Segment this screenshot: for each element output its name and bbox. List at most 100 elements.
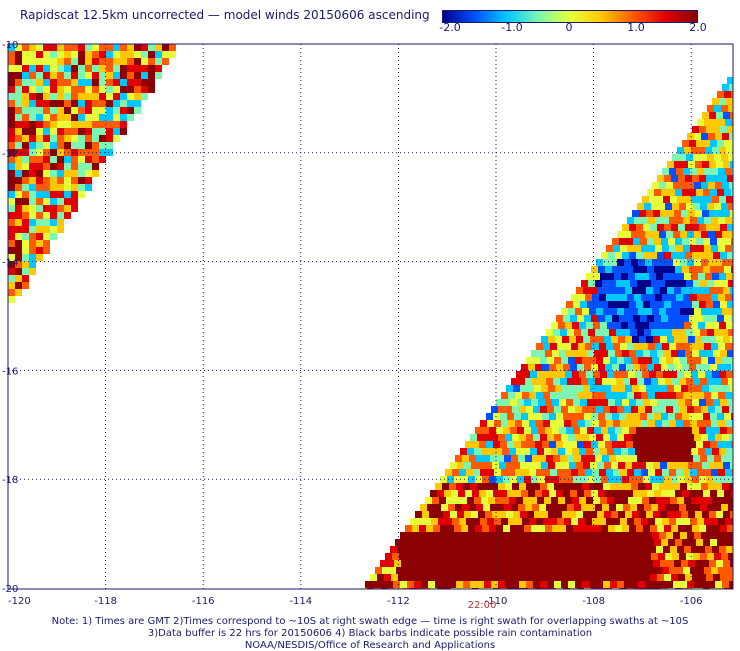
wind-diff-cell	[50, 93, 57, 100]
wind-diff-cell	[469, 553, 476, 560]
wind-diff-cell	[478, 462, 485, 469]
wind-diff-cell	[591, 413, 598, 420]
wind-diff-cell	[641, 567, 648, 574]
wind-diff-cell	[509, 546, 516, 553]
wind-diff-cell	[710, 189, 717, 196]
wind-diff-cell	[661, 441, 668, 448]
wind-diff-cell	[127, 51, 134, 58]
wind-diff-cell	[29, 58, 36, 65]
wind-diff-cell	[566, 476, 573, 483]
wind-diff-cell	[581, 378, 588, 385]
wind-diff-cell	[514, 441, 521, 448]
wind-diff-cell	[71, 128, 78, 135]
wind-diff-cell	[496, 476, 503, 483]
wind-diff-cell	[15, 240, 22, 247]
wind-diff-cell	[605, 364, 612, 371]
wind-diff-cell	[675, 441, 682, 448]
wind-diff-cell	[106, 86, 113, 93]
wind-diff-cell	[592, 420, 599, 427]
wind-diff-cell	[700, 329, 707, 336]
wind-diff-cell	[679, 455, 686, 462]
wind-diff-cell	[57, 177, 64, 184]
wind-diff-cell	[106, 58, 113, 65]
wind-diff-cell	[598, 413, 605, 420]
wind-diff-cell	[460, 546, 467, 553]
wind-diff-cell	[415, 560, 422, 567]
wind-diff-cell	[560, 504, 567, 511]
wind-diff-cell	[624, 434, 631, 441]
wind-diff-cell	[71, 107, 78, 114]
wind-diff-cell	[120, 121, 127, 128]
wind-diff-cell	[570, 441, 577, 448]
wind-diff-cell	[724, 315, 731, 322]
wind-diff-cell	[71, 142, 78, 149]
wind-diff-cell	[572, 371, 579, 378]
wind-diff-cell	[418, 546, 425, 553]
wind-diff-cell	[500, 539, 507, 546]
wind-diff-cell	[454, 525, 461, 532]
wind-diff-cell	[557, 469, 564, 476]
wind-diff-cell	[620, 245, 627, 252]
wind-diff-cell	[666, 434, 673, 441]
wind-diff-cell	[675, 539, 682, 546]
wind-diff-cell	[722, 357, 729, 364]
wind-diff-cell	[590, 511, 597, 518]
wind-diff-cell	[670, 546, 677, 553]
wind-diff-cell	[612, 315, 619, 322]
wind-diff-cell	[522, 567, 529, 574]
wind-diff-cell	[722, 532, 729, 539]
wind-diff-cell	[591, 266, 598, 273]
wind-diff-cell	[632, 560, 639, 567]
wind-diff-cell	[715, 406, 722, 413]
wind-diff-cell	[50, 177, 57, 184]
wind-diff-cell	[674, 287, 681, 294]
wind-diff-cell	[113, 86, 120, 93]
wind-diff-cell	[719, 546, 726, 553]
wind-diff-cell	[585, 518, 592, 525]
wind-diff-cell	[672, 553, 679, 560]
wind-diff-cell	[446, 497, 453, 504]
wind-diff-cell	[15, 191, 22, 198]
wind-diff-cell	[586, 497, 593, 504]
wind-diff-cell	[22, 114, 29, 121]
wind-diff-cell	[43, 79, 50, 86]
wind-diff-cell	[525, 378, 532, 385]
wind-diff-cell	[730, 462, 733, 469]
wind-diff-cell	[36, 219, 43, 226]
wind-diff-cell	[577, 490, 584, 497]
wind-diff-cell	[726, 98, 733, 105]
wind-diff-cell	[554, 532, 561, 539]
wind-diff-cell	[656, 448, 663, 455]
wind-diff-cell	[588, 553, 595, 560]
wind-diff-cell	[574, 329, 581, 336]
wind-diff-cell	[8, 44, 15, 51]
wind-diff-cell	[148, 79, 155, 86]
wind-diff-cell	[29, 121, 36, 128]
wind-diff-cell	[727, 126, 733, 133]
wind-diff-cell	[633, 364, 640, 371]
wind-diff-cell	[563, 490, 570, 497]
wind-diff-cell	[532, 553, 539, 560]
wind-diff-cell	[622, 301, 629, 308]
wind-diff-cell	[623, 455, 630, 462]
wind-diff-cell	[43, 58, 50, 65]
wind-diff-cell	[636, 350, 643, 357]
wind-diff-cell	[665, 203, 672, 210]
wind-diff-cell	[85, 93, 92, 100]
wind-diff-cell	[712, 546, 719, 553]
wind-diff-cell	[639, 210, 646, 217]
wind-diff-cell	[688, 336, 695, 343]
wind-diff-cell	[538, 399, 545, 406]
wind-diff-cell	[644, 203, 651, 210]
wind-diff-cell	[551, 448, 558, 455]
wind-diff-cell	[85, 107, 92, 114]
wind-diff-cell	[715, 308, 722, 315]
wind-diff-cell	[693, 203, 700, 210]
wind-diff-cell	[521, 364, 528, 371]
wind-diff-cell	[50, 212, 57, 219]
wind-diff-cell	[85, 135, 92, 142]
wind-diff-cell	[591, 441, 598, 448]
wind-diff-cell	[508, 392, 515, 399]
wind-diff-cell	[36, 100, 43, 107]
wind-diff-cell	[477, 483, 484, 490]
